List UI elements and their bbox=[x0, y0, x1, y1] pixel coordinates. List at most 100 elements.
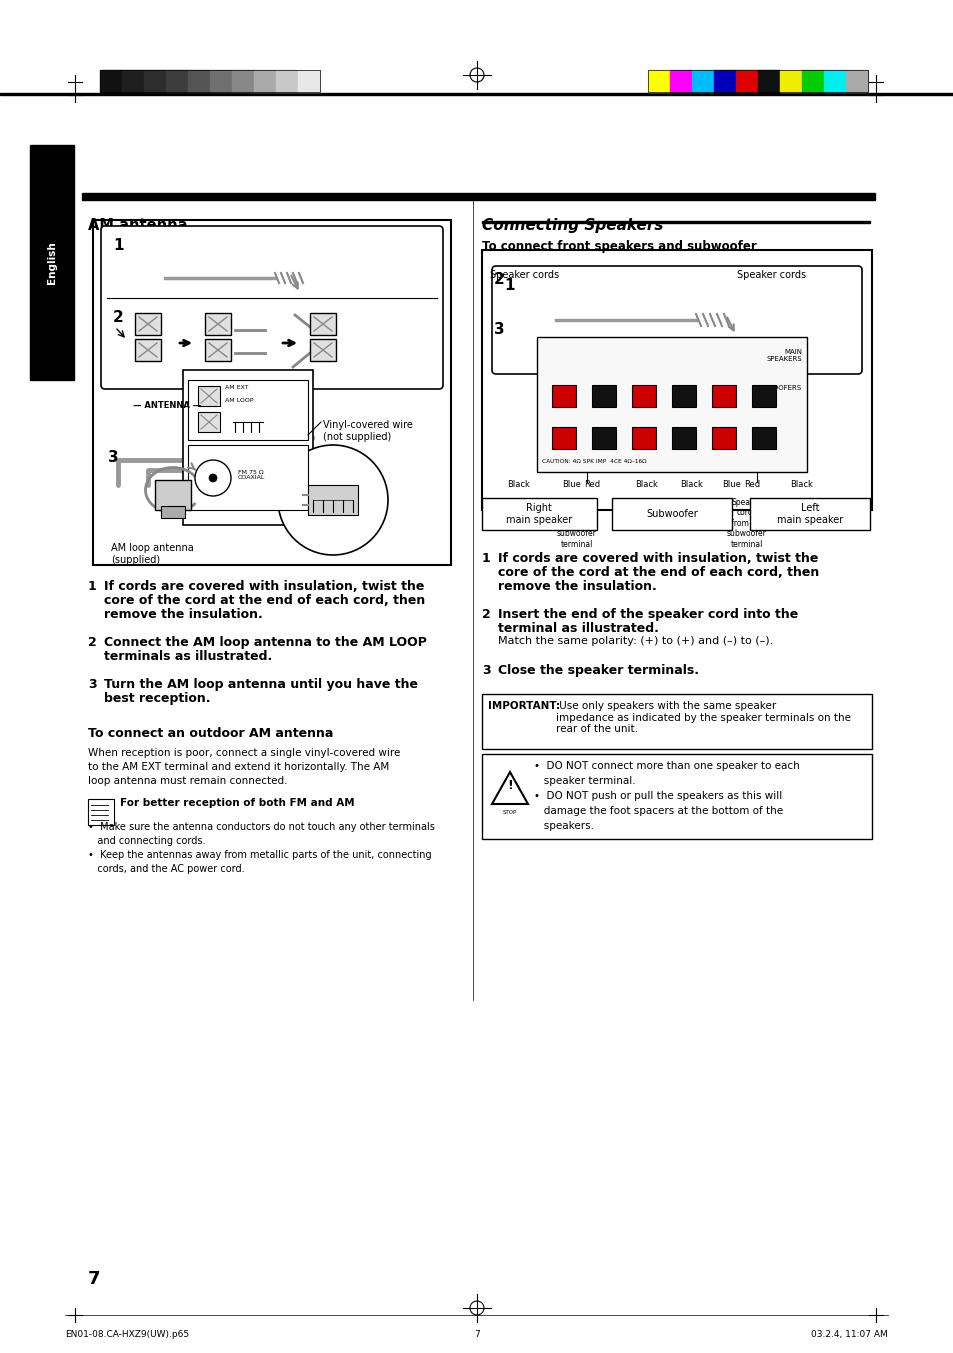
Bar bbox=[481, 498, 597, 530]
Text: remove the insulation.: remove the insulation. bbox=[497, 580, 656, 593]
Text: 1: 1 bbox=[503, 277, 514, 294]
Text: 3: 3 bbox=[108, 451, 118, 465]
Bar bbox=[100, 70, 319, 92]
Bar bbox=[310, 313, 335, 336]
Bar bbox=[154, 480, 191, 510]
Text: CAUTION: 4Ω SPK IMP  4CE 4Ω–16Ω: CAUTION: 4Ω SPK IMP 4CE 4Ω–16Ω bbox=[541, 459, 646, 464]
FancyBboxPatch shape bbox=[101, 226, 442, 390]
Bar bbox=[552, 386, 576, 407]
Text: 2: 2 bbox=[481, 607, 490, 621]
Bar bbox=[669, 70, 691, 92]
Bar bbox=[166, 70, 188, 92]
Bar bbox=[647, 70, 867, 92]
Text: Red: Red bbox=[743, 480, 760, 488]
Bar bbox=[198, 386, 220, 406]
Text: !: ! bbox=[507, 779, 513, 792]
Bar bbox=[481, 754, 871, 839]
Text: terminal as illustrated.: terminal as illustrated. bbox=[497, 622, 659, 635]
Text: Use only speakers with the same speaker
impedance as indicated by the speaker te: Use only speakers with the same speaker … bbox=[556, 701, 850, 735]
Bar bbox=[749, 498, 869, 530]
Text: For better reception of both FM and AM: For better reception of both FM and AM bbox=[120, 798, 355, 808]
Text: 1: 1 bbox=[481, 552, 490, 566]
Text: to the AM EXT terminal and extend it horizontally. The AM: to the AM EXT terminal and extend it hor… bbox=[88, 762, 389, 773]
Bar bbox=[297, 70, 319, 92]
Text: 03.2.4, 11:07 AM: 03.2.4, 11:07 AM bbox=[810, 1330, 887, 1339]
Text: cords, and the AC power cord.: cords, and the AC power cord. bbox=[88, 865, 244, 874]
Text: 7: 7 bbox=[88, 1270, 100, 1288]
Circle shape bbox=[194, 460, 231, 497]
FancyBboxPatch shape bbox=[492, 267, 862, 373]
Text: To connect front speakers and subwoofer: To connect front speakers and subwoofer bbox=[481, 239, 756, 253]
Text: Black: Black bbox=[679, 480, 702, 488]
Bar bbox=[135, 313, 161, 336]
Bar bbox=[711, 386, 735, 407]
Text: 2: 2 bbox=[112, 310, 124, 325]
Text: When reception is poor, connect a single vinyl-covered wire: When reception is poor, connect a single… bbox=[88, 748, 400, 758]
Text: remove the insulation.: remove the insulation. bbox=[104, 607, 262, 621]
Text: Speaker cords: Speaker cords bbox=[490, 271, 558, 280]
Bar bbox=[691, 70, 713, 92]
Text: AM EXT: AM EXT bbox=[225, 386, 248, 390]
Text: If cords are covered with insulation, twist the: If cords are covered with insulation, tw… bbox=[497, 552, 818, 566]
Bar bbox=[647, 70, 669, 92]
Text: Vinyl-covered wire
(not supplied): Vinyl-covered wire (not supplied) bbox=[323, 419, 413, 441]
Text: 3: 3 bbox=[481, 664, 490, 676]
Bar bbox=[232, 70, 253, 92]
Text: Blue: Blue bbox=[562, 480, 580, 488]
Text: — ANTENNA —: — ANTENNA — bbox=[132, 400, 201, 410]
Text: MAIN
SPEAKERS: MAIN SPEAKERS bbox=[765, 349, 801, 363]
Bar bbox=[481, 694, 871, 750]
Circle shape bbox=[209, 474, 216, 482]
Text: Black: Black bbox=[507, 480, 530, 488]
Bar bbox=[188, 380, 308, 440]
Text: Right
main speaker: Right main speaker bbox=[505, 503, 572, 525]
Text: core of the cord at the end of each cord, then: core of the cord at the end of each cord… bbox=[104, 594, 425, 607]
Bar bbox=[188, 70, 210, 92]
Text: speaker terminal.: speaker terminal. bbox=[534, 777, 635, 786]
Bar bbox=[592, 386, 616, 407]
Text: IMPORTANT:: IMPORTANT: bbox=[488, 701, 559, 710]
Bar bbox=[161, 506, 185, 518]
Text: Speaker cords: Speaker cords bbox=[737, 271, 805, 280]
Bar bbox=[631, 428, 656, 449]
Text: and connecting cords.: and connecting cords. bbox=[88, 836, 205, 846]
Text: 7: 7 bbox=[474, 1330, 479, 1339]
Bar bbox=[612, 498, 731, 530]
Bar bbox=[0, 93, 953, 95]
Bar bbox=[801, 70, 823, 92]
Bar bbox=[845, 70, 867, 92]
Text: EN01-08.CA-HXZ9(UW).p65: EN01-08.CA-HXZ9(UW).p65 bbox=[65, 1330, 189, 1339]
Text: AM antenna: AM antenna bbox=[88, 218, 188, 233]
Bar bbox=[205, 313, 231, 336]
Text: AM LOOP: AM LOOP bbox=[225, 398, 253, 403]
Bar bbox=[122, 70, 144, 92]
Bar bbox=[711, 428, 735, 449]
Text: speakers.: speakers. bbox=[534, 821, 594, 831]
Text: terminals as illustrated.: terminals as illustrated. bbox=[104, 649, 272, 663]
Bar bbox=[751, 428, 775, 449]
Text: Red: Red bbox=[583, 480, 599, 488]
Text: English: English bbox=[47, 241, 57, 284]
Bar bbox=[481, 221, 869, 223]
Bar bbox=[552, 428, 576, 449]
Text: best reception.: best reception. bbox=[104, 691, 211, 705]
Bar bbox=[735, 70, 758, 92]
Bar bbox=[135, 340, 161, 361]
Bar bbox=[253, 70, 275, 92]
Bar bbox=[88, 800, 113, 825]
Bar bbox=[205, 340, 231, 361]
Text: Close the speaker terminals.: Close the speaker terminals. bbox=[497, 664, 699, 676]
Text: •  Keep the antennas away from metallic parts of the unit, connecting: • Keep the antennas away from metallic p… bbox=[88, 850, 431, 861]
Text: Connecting Speakers: Connecting Speakers bbox=[481, 218, 662, 233]
Text: Left
main speaker: Left main speaker bbox=[776, 503, 842, 525]
Bar bbox=[275, 70, 297, 92]
Bar bbox=[631, 386, 656, 407]
Text: Black: Black bbox=[635, 480, 658, 488]
Text: 2: 2 bbox=[494, 272, 504, 287]
Bar bbox=[780, 70, 801, 92]
Bar bbox=[188, 445, 308, 510]
Bar bbox=[537, 337, 806, 472]
Text: Speaker
cords
from left
subwoofer
terminal: Speaker cords from left subwoofer termin… bbox=[726, 498, 766, 548]
Bar bbox=[751, 386, 775, 407]
Bar bbox=[592, 428, 616, 449]
